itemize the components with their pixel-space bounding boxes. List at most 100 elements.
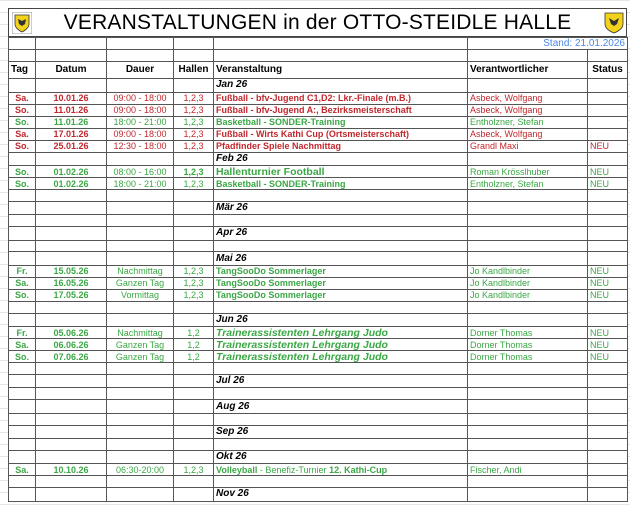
empty-cell [587, 214, 628, 228]
tag-cell: Sa. [8, 91, 36, 105]
empty-cell [467, 312, 588, 328]
header-hallen: Hallen [173, 61, 214, 79]
status-cell: NEU [587, 326, 628, 340]
verantwortlicher-cell: Asbeck, Wolfgang [467, 127, 588, 141]
empty-cell [35, 475, 107, 489]
empty-cell [173, 362, 214, 375]
empty-cell [106, 189, 174, 202]
table-row: Fr. 05.06.26 Nachmittag 1,2 Trainerassistent… [8, 326, 628, 340]
veranstaltung-cell: Basketball - SONDER-Training [213, 115, 468, 129]
month-row: Aug 26 [8, 399, 628, 414]
verantwortlicher-cell: Entholzner, Stefan [467, 177, 588, 190]
page-title: VERANSTALTUNGEN in der OTTO-STEIDLE HALL… [63, 10, 572, 34]
empty-cell [106, 200, 174, 216]
empty-cell [213, 412, 468, 426]
empty-cell [8, 374, 36, 389]
empty-cell [35, 300, 107, 314]
empty-cell [106, 424, 174, 440]
status-cell: NEU [587, 288, 628, 302]
dauer-cell: 12:30 - 18:00 [106, 139, 174, 153]
empty-cell [35, 374, 107, 389]
stand-date: Stand: 21.01.2026 [467, 37, 628, 50]
tag-cell: So. [8, 103, 36, 117]
empty-cell [35, 412, 107, 426]
dauer-cell: 09:00 - 18:00 [106, 91, 174, 105]
empty-cell [8, 399, 36, 414]
veranstaltung-cell: Volleyball - Benefiz-Turnier 12. Kathi-C… [213, 463, 468, 477]
veranstaltung-cell: Trainerassistenten Lehrgang Judo [213, 326, 468, 340]
empty-cell [106, 487, 174, 502]
empty-cell [35, 387, 107, 401]
empty-cell [173, 412, 214, 426]
empty-cell [8, 487, 36, 502]
empty-cell [106, 151, 174, 166]
empty-cell [467, 78, 588, 93]
event-sheet: VERANSTALTUNGEN in der OTTO-STEIDLE HALL… [8, 8, 628, 502]
tag-cell: Sa. [8, 338, 36, 352]
empty-cell [106, 239, 174, 253]
empty-cell [587, 226, 628, 241]
status-cell: NEU [587, 165, 628, 178]
status-cell [587, 91, 628, 105]
empty-cell [587, 438, 628, 451]
empty-cell [8, 362, 36, 375]
datum-cell: 25.01.26 [35, 139, 107, 153]
empty-cell [467, 399, 588, 414]
veranstaltung-cell: Fußball - bfv-Jugend A:, Bezirksmeisters… [213, 103, 468, 117]
tag-cell: So. [8, 177, 36, 190]
empty-cell [106, 78, 174, 93]
veranstaltung-cell: TangSooDo Sommerlager [213, 264, 468, 278]
empty-cell [467, 387, 588, 401]
empty-cell [35, 189, 107, 202]
blank-row [8, 475, 628, 489]
hallen-cell: 1,2,3 [173, 103, 214, 117]
verantwortlicher-cell: Dorner Thomas [467, 338, 588, 352]
tag-cell: So. [8, 350, 36, 364]
table-row: So. 11.01.26 09:00 - 18:00 1,2,3 Fußball - b… [8, 103, 628, 117]
empty-cell [8, 438, 36, 451]
month-label: Mär 26 [213, 200, 468, 216]
empty-cell [35, 312, 107, 328]
table-row: So. 01.02.26 08:00 - 16:00 1,2,3 Hallenturni… [8, 165, 628, 178]
table-row: Fr. 15.05.26 Nachmittag 1,2,3 TangSooDo Somm… [8, 264, 628, 278]
hallen-cell: 1,2,3 [173, 115, 214, 129]
header-veranstaltung: Veranstaltung [213, 61, 468, 79]
empty-cell [587, 449, 628, 465]
empty-cell [213, 387, 468, 401]
empty-cell [587, 475, 628, 489]
month-label: Nov 26 [213, 487, 468, 502]
blank-row [8, 387, 628, 401]
empty-cell [467, 424, 588, 440]
month-row: Jul 26 [8, 374, 628, 389]
empty-cell [173, 438, 214, 451]
dauer-cell: 18:00 - 21:00 [106, 115, 174, 129]
title-banner: VERANSTALTUNGEN in der OTTO-STEIDLE HALL… [8, 8, 627, 37]
tag-cell: Sa. [8, 463, 36, 477]
empty-cell [8, 412, 36, 426]
hallen-cell: 1,2,3 [173, 91, 214, 105]
blank-row [8, 438, 628, 451]
tag-cell: So. [8, 288, 36, 302]
hallen-cell: 1,2,3 [173, 276, 214, 290]
empty-cell [587, 251, 628, 266]
month-row: Feb 26 [8, 151, 628, 166]
empty-cell [35, 438, 107, 451]
empty-cell [173, 200, 214, 216]
empty-cell [213, 475, 468, 489]
table-row: So. 01.02.26 18:00 - 21:00 1,2,3 Basketball … [8, 177, 628, 190]
empty-cell [587, 189, 628, 202]
empty-cell [8, 251, 36, 266]
hallen-cell: 1,2,3 [173, 177, 214, 190]
header-row: Tag Datum Dauer Hallen Veranstaltung Ver… [8, 61, 628, 79]
empty-cell [467, 449, 588, 465]
empty-cell [8, 151, 36, 166]
hallen-cell: 1,2,3 [173, 463, 214, 477]
empty-cell [106, 449, 174, 465]
empty-cell [467, 151, 588, 166]
tag-cell: So. [8, 139, 36, 153]
empty-cell [587, 300, 628, 314]
empty-cell [467, 362, 588, 375]
datum-cell: 01.02.26 [35, 177, 107, 190]
veranstaltung-cell: TangSooDo Sommerlager [213, 288, 468, 302]
hallen-cell: 1,2,3 [173, 127, 214, 141]
